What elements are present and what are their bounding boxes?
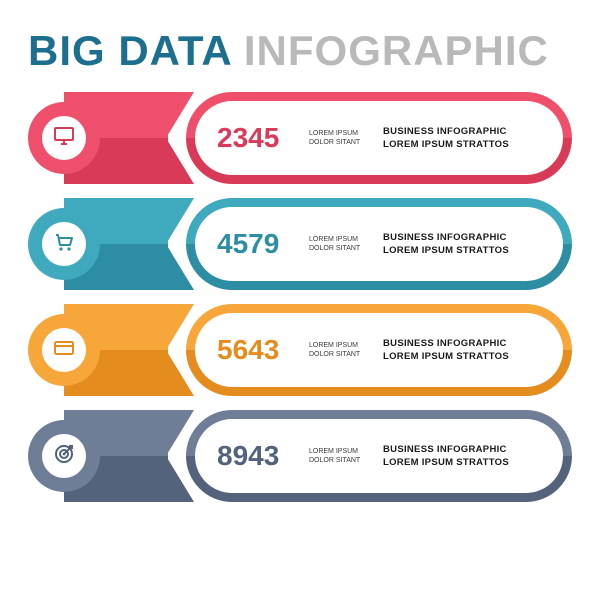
capsule-content: 4579 LOREM IPSUM DOLOR SITANT BUSINESS I…	[195, 207, 563, 281]
mid-line2: DOLOR SITANT	[309, 244, 369, 253]
row-left-assembly	[28, 304, 168, 396]
infographic-rows: 2345 LOREM IPSUM DOLOR SITANT BUSINESS I…	[28, 92, 572, 502]
right-line1: BUSINESS INFOGRAPHIC	[383, 337, 545, 350]
row-midtext: LOREM IPSUM DOLOR SITANT	[309, 341, 369, 359]
monitor-icon	[52, 124, 76, 153]
info-row: 8943 LOREM IPSUM DOLOR SITANT BUSINESS I…	[28, 410, 572, 502]
row-righttext: BUSINESS INFOGRAPHIC LOREM IPSUM STRATTO…	[383, 231, 545, 258]
row-righttext: BUSINESS INFOGRAPHIC LOREM IPSUM STRATTO…	[383, 125, 545, 152]
mid-line1: LOREM IPSUM	[309, 235, 369, 244]
icon-ring	[28, 208, 100, 280]
info-capsule: 2345 LOREM IPSUM DOLOR SITANT BUSINESS I…	[186, 92, 572, 184]
capsule-content: 5643 LOREM IPSUM DOLOR SITANT BUSINESS I…	[195, 313, 563, 387]
icon-ring	[28, 314, 100, 386]
capsule-content: 2345 LOREM IPSUM DOLOR SITANT BUSINESS I…	[195, 101, 563, 175]
right-line2: LOREM IPSUM STRATTOS	[383, 244, 545, 257]
icon-ring-inner	[42, 222, 86, 266]
arrow-icon	[166, 304, 194, 350]
info-capsule: 8943 LOREM IPSUM DOLOR SITANT BUSINESS I…	[186, 410, 572, 502]
mid-line1: LOREM IPSUM	[309, 129, 369, 138]
info-capsule: 5643 LOREM IPSUM DOLOR SITANT BUSINESS I…	[186, 304, 572, 396]
card-icon	[52, 336, 76, 365]
row-righttext: BUSINESS INFOGRAPHIC LOREM IPSUM STRATTO…	[383, 443, 545, 470]
mid-line1: LOREM IPSUM	[309, 447, 369, 456]
cart-icon	[52, 230, 76, 259]
mid-line2: DOLOR SITANT	[309, 350, 369, 359]
right-line2: LOREM IPSUM STRATTOS	[383, 456, 545, 469]
right-line1: BUSINESS INFOGRAPHIC	[383, 231, 545, 244]
row-number: 2345	[217, 122, 295, 154]
info-row: 5643 LOREM IPSUM DOLOR SITANT BUSINESS I…	[28, 304, 572, 396]
icon-ring	[28, 102, 100, 174]
mid-line2: DOLOR SITANT	[309, 138, 369, 147]
row-left-assembly	[28, 92, 168, 184]
right-line2: LOREM IPSUM STRATTOS	[383, 350, 545, 363]
mid-line1: LOREM IPSUM	[309, 341, 369, 350]
icon-ring-inner	[42, 116, 86, 160]
info-row: 4579 LOREM IPSUM DOLOR SITANT BUSINESS I…	[28, 198, 572, 290]
row-number: 5643	[217, 334, 295, 366]
page-title: BIG DATA INFOGRAPHIC	[28, 30, 572, 72]
row-number: 4579	[217, 228, 295, 260]
mid-line2: DOLOR SITANT	[309, 456, 369, 465]
arrow-icon	[166, 198, 194, 244]
row-midtext: LOREM IPSUM DOLOR SITANT	[309, 235, 369, 253]
right-line2: LOREM IPSUM STRATTOS	[383, 138, 545, 151]
icon-ring-inner	[42, 434, 86, 478]
row-left-assembly	[28, 410, 168, 502]
row-midtext: LOREM IPSUM DOLOR SITANT	[309, 129, 369, 147]
arrow-icon	[166, 92, 194, 138]
info-capsule: 4579 LOREM IPSUM DOLOR SITANT BUSINESS I…	[186, 198, 572, 290]
capsule-content: 8943 LOREM IPSUM DOLOR SITANT BUSINESS I…	[195, 419, 563, 493]
row-midtext: LOREM IPSUM DOLOR SITANT	[309, 447, 369, 465]
icon-ring-inner	[42, 328, 86, 372]
right-line1: BUSINESS INFOGRAPHIC	[383, 443, 545, 456]
row-righttext: BUSINESS INFOGRAPHIC LOREM IPSUM STRATTO…	[383, 337, 545, 364]
right-line1: BUSINESS INFOGRAPHIC	[383, 125, 545, 138]
title-suffix: INFOGRAPHIC	[231, 27, 549, 74]
row-number: 8943	[217, 440, 295, 472]
title-prefix: BIG DATA	[28, 27, 231, 74]
row-left-assembly	[28, 198, 168, 290]
info-row: 2345 LOREM IPSUM DOLOR SITANT BUSINESS I…	[28, 92, 572, 184]
icon-ring	[28, 420, 100, 492]
arrow-icon	[166, 410, 194, 456]
target-icon	[52, 442, 76, 471]
